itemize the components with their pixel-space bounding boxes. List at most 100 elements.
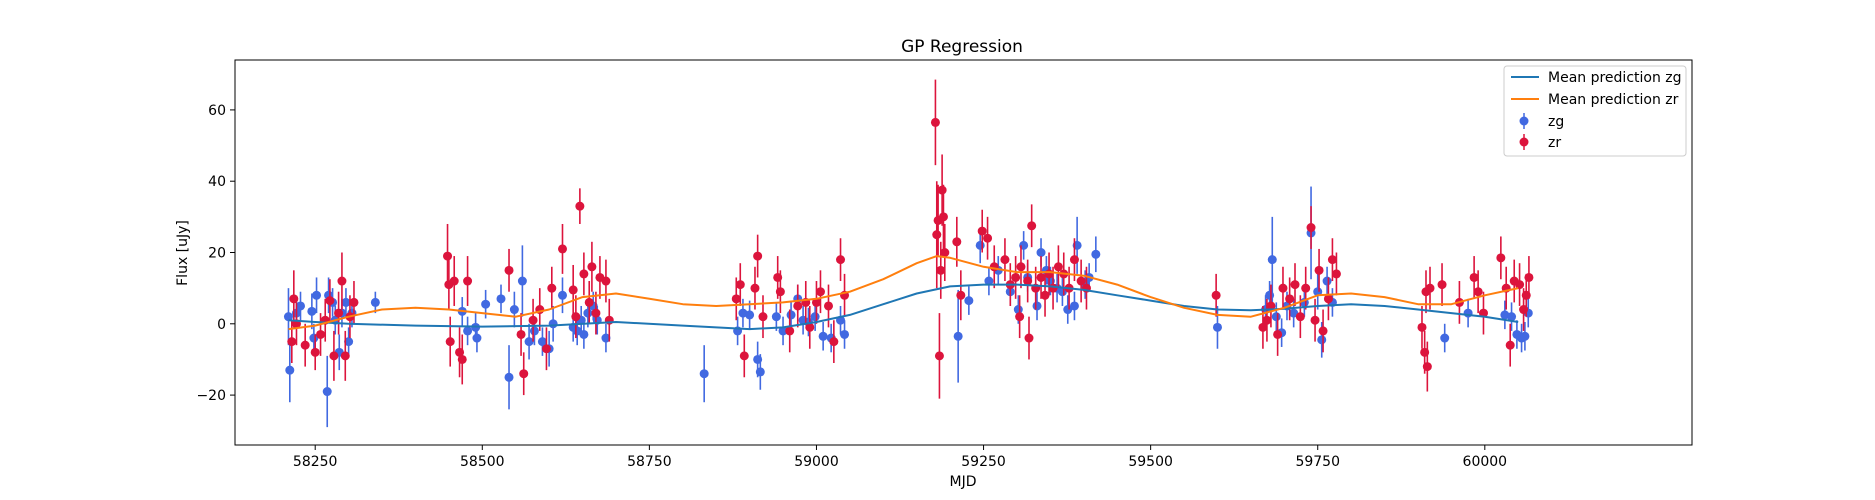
data-point-zg [984,266,994,296]
data-point-zr [337,252,347,310]
marker [786,310,796,320]
data-point-zg [755,354,765,390]
marker [334,308,344,318]
data-point-zr [1473,270,1483,314]
data-point-zr [1040,273,1050,317]
data-point-zg [699,345,709,403]
marker [934,351,944,361]
marker [575,201,585,211]
y-axis-label: Flux [uJy] [175,220,191,286]
data-point-zr [1027,204,1037,248]
data-point-zr [956,270,966,321]
data-point-zr [815,270,825,314]
data-point-zg [517,245,527,317]
marker [519,369,529,379]
marker [579,269,589,279]
marker [516,329,526,339]
data-point-zg [1507,302,1517,331]
data-point-zr [349,281,359,324]
marker [1258,322,1268,332]
data-point-zr [1323,277,1333,321]
data-point-zg [322,355,332,428]
data-point-zr [541,327,551,371]
data-point-zr [1076,259,1086,303]
series-zr [287,79,1534,399]
marker [1515,280,1525,290]
marker [307,306,317,316]
marker [1267,255,1277,265]
data-point-zg [1091,236,1101,273]
marker [750,283,760,293]
line-mean-prediction-zg [288,283,1519,331]
x-tick-label: 59500 [1128,454,1173,470]
data-point-zg [810,302,820,331]
marker [1417,322,1427,332]
marker [775,287,785,297]
data-point-zr [445,316,455,367]
marker [463,326,473,336]
marker [1032,301,1042,311]
data-point-zr [334,291,344,335]
legend-label-zr: zr [1548,135,1561,151]
marker [1306,223,1316,233]
marker [601,276,611,286]
y-tick-label: 40 [208,174,226,190]
data-point-zr [1417,305,1427,349]
marker [1290,280,1300,290]
marker [1023,276,1033,286]
data-point-zg [579,320,589,349]
marker [739,351,749,361]
marker [1469,272,1479,282]
data-point-zg [1032,291,1042,321]
marker [1289,308,1299,318]
data-point-zg [1063,295,1073,324]
marker [952,237,962,247]
marker [329,351,339,361]
marker [771,312,781,322]
marker [1000,255,1010,265]
marker [1069,255,1079,265]
marker [936,265,946,275]
data-point-zr [750,266,760,310]
data-point-zr [1437,263,1447,306]
marker [793,301,803,311]
legend-label-mean-zr: Mean prediction zr [1548,92,1679,108]
marker [836,255,846,265]
marker [524,337,534,347]
x-tick-label: 59750 [1295,454,1340,470]
data-point-zg [840,320,850,349]
data-point-zr [1053,245,1063,289]
marker [1063,305,1073,315]
marker [1463,308,1473,318]
data-point-zr [443,223,453,289]
marker [1016,262,1026,272]
marker [940,248,950,257]
marker [457,354,467,364]
legend-label-mean-zg: Mean prediction zg [1548,70,1682,86]
data-point-zr [1318,309,1328,353]
marker [1211,290,1221,300]
marker [755,367,765,377]
marker [1036,248,1046,257]
data-point-zr [1314,248,1324,292]
data-point-zg [1440,323,1450,353]
marker [547,283,557,293]
marker [340,351,350,361]
data-point-zg [537,327,547,356]
data-point-zr [316,313,326,356]
data-point-zr [1024,316,1034,360]
marker [1212,322,1222,332]
legend-label-zg: zg [1548,114,1564,130]
marker [1473,287,1483,297]
data-point-zr [829,320,839,364]
marker [1318,326,1328,336]
data-point-zg [524,323,534,360]
data-point-zg [1267,216,1277,303]
marker [1314,265,1324,275]
marker [932,230,942,240]
marker [1331,269,1341,279]
marker [823,301,833,311]
data-point-zr [463,256,473,306]
marker [557,244,567,254]
